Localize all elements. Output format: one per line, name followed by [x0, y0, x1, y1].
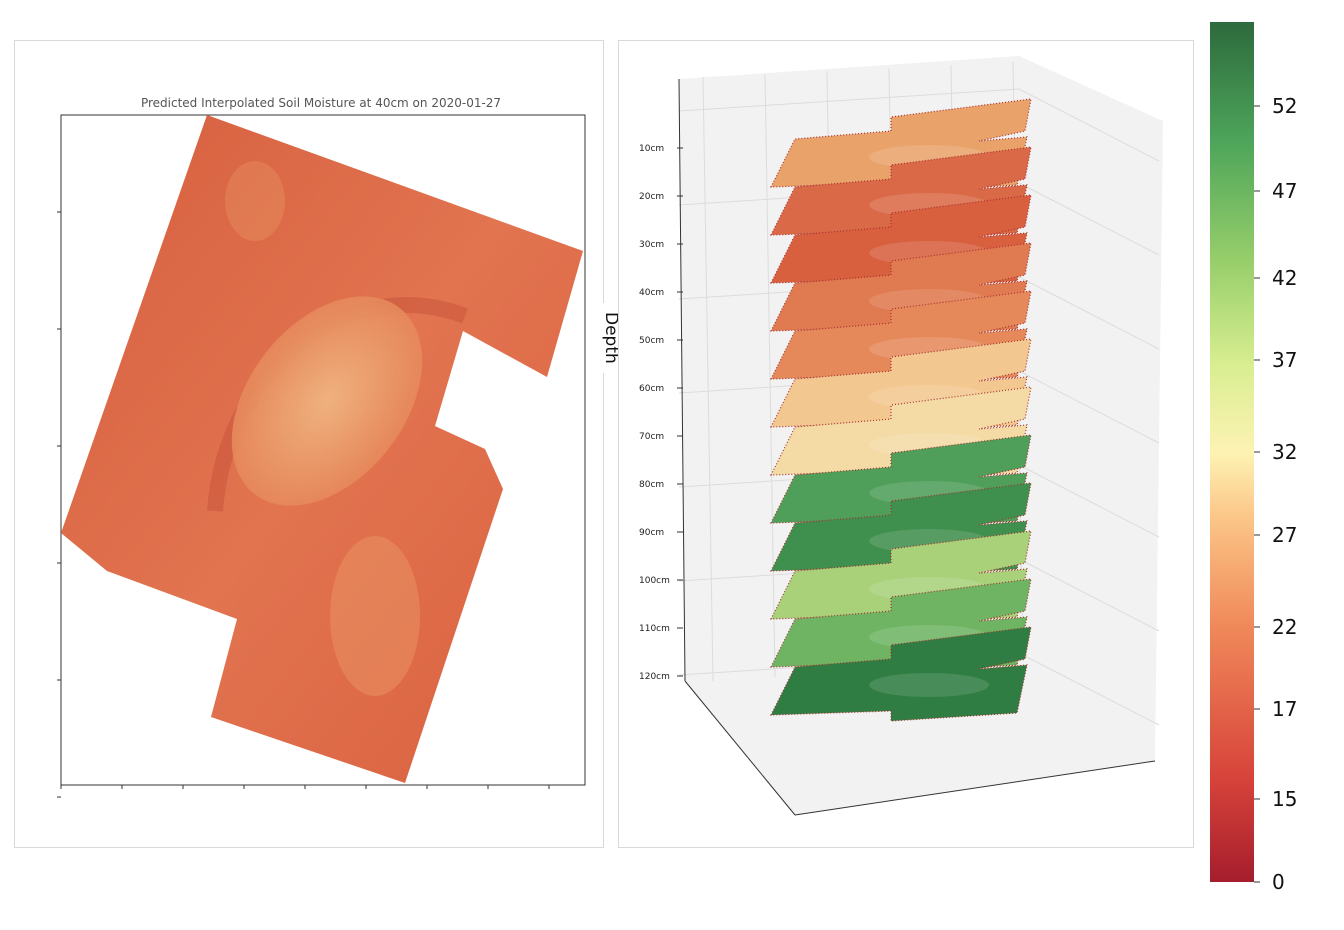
- colorbar-tick-label: 0: [1272, 870, 1285, 894]
- colorbar-tick-label: 32: [1272, 440, 1297, 464]
- x-axis: [684, 680, 796, 816]
- grid-line: [1018, 558, 1160, 632]
- colorbar-tick-label: 17: [1272, 697, 1297, 721]
- depth-tick-label: 70cm: [639, 432, 664, 442]
- colorbar-tick-label: 37: [1272, 348, 1297, 372]
- grid-line: [1018, 88, 1160, 162]
- depth-layer: [770, 626, 1032, 722]
- depth-tick-label: 50cm: [639, 336, 664, 346]
- depth-tick-label: 90cm: [639, 528, 664, 538]
- grid-line: [1018, 652, 1160, 726]
- grid-line: [702, 76, 714, 682]
- colorbar-svg: 52 47 42 37 32 27 22 17 15 0: [1210, 22, 1297, 894]
- depth-slices-3d-chart: 10cm 20cm 30cm 40cm 50cm 60cm 70cm 80cm 90cm 100c…: [639, 56, 1163, 816]
- grid-line: [678, 88, 1020, 112]
- depth-tick-label: 80cm: [639, 480, 664, 490]
- field-top-spot: [225, 161, 285, 241]
- colorbar-tick-label: 27: [1272, 523, 1297, 547]
- depth-tick-label: 30cm: [639, 240, 664, 250]
- colorbar-tick-label: 42: [1272, 266, 1297, 290]
- colorbar-tick-label: 22: [1272, 615, 1297, 639]
- chart-title: Predicted Interpolated Soil Moisture at …: [141, 96, 501, 110]
- grid-line: [1018, 370, 1160, 444]
- depth-tick-label: 20cm: [639, 192, 664, 202]
- depth-layers: [770, 98, 1032, 722]
- grid-line: [1018, 276, 1160, 350]
- axis-ticks: [57, 211, 550, 798]
- colorbar-ticks: 52 47 42 37 32 27 22 17 15 0: [1254, 94, 1297, 894]
- y-axis: [794, 760, 1156, 816]
- grid-line: [764, 73, 776, 678]
- depth-tick-label: 110cm: [639, 624, 670, 634]
- depth-slices-panel: 10cm 20cm 30cm 40cm 50cm 60cm 70cm 80cm 90cm 100c…: [618, 40, 1194, 848]
- layer-highlight: [869, 673, 989, 697]
- colorbar-gradient: [1210, 22, 1254, 882]
- depth-tick-labels: 10cm 20cm 30cm 40cm 50cm 60cm 70cm 80cm 90cm 100c…: [639, 144, 683, 682]
- soil-moisture-map-panel: Predicted Interpolated Soil Moisture at …: [14, 40, 604, 848]
- depth-tick-label: 120cm: [639, 672, 670, 682]
- grid-line: [1018, 464, 1160, 538]
- depth-tick-label: 60cm: [639, 384, 664, 394]
- depth-tick-label: 100cm: [639, 576, 670, 586]
- moisture-field: [61, 115, 583, 783]
- soil-moisture-map-chart: Predicted Interpolated Soil Moisture at …: [57, 96, 586, 798]
- field-wet-bulb: [231, 296, 423, 506]
- z-axis: [678, 78, 686, 682]
- field-lower-bulb: [330, 536, 420, 696]
- depth-axis-label: Depth: [595, 303, 621, 373]
- colorbar-tick-label: 52: [1272, 94, 1297, 118]
- colorbar-tick-label: 47: [1272, 179, 1297, 203]
- grid-line: [1018, 182, 1160, 256]
- depth-tick-label: 40cm: [639, 288, 664, 298]
- plot-frame: [60, 114, 586, 786]
- depth-tick-label: 10cm: [639, 144, 664, 154]
- colorbar-tick-label: 15: [1272, 787, 1297, 811]
- colorbar: 52 47 42 37 32 27 22 17 15 0: [1204, 16, 1344, 906]
